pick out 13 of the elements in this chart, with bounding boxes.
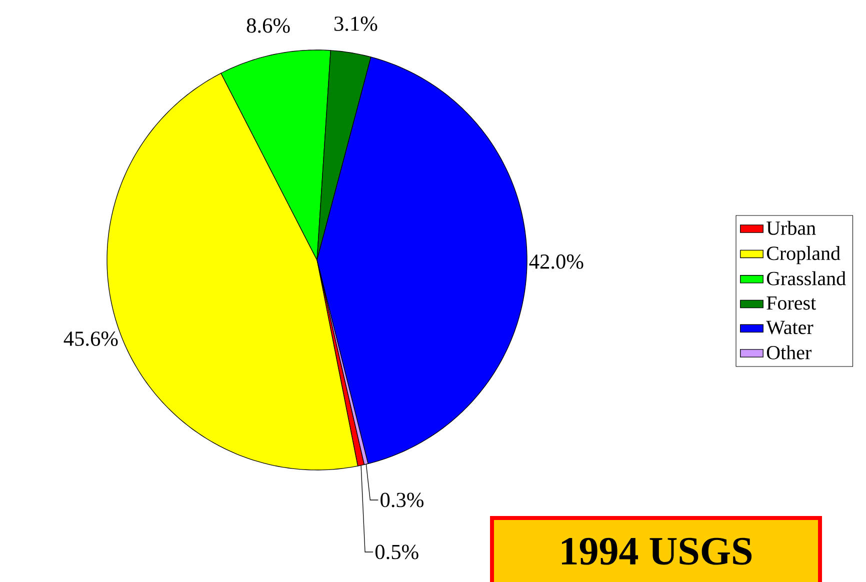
legend-label: Other: [766, 345, 812, 360]
legend-label: Cropland: [766, 246, 840, 264]
data-label: 3.1%: [334, 16, 378, 31]
data-label: 8.6%: [246, 18, 290, 33]
data-label: 0.3%: [380, 492, 424, 508]
text: 1994 USGS: [562, 538, 752, 565]
data-label: 42.0%: [529, 254, 584, 269]
data-label: 45.6%: [64, 332, 118, 346]
legend-label: Forest: [766, 296, 816, 310]
legend-label: Urban: [766, 220, 816, 235]
legend-label: Water: [766, 320, 814, 334]
legend-label: Grassland: [766, 271, 846, 286]
data-label: 0.5%: [375, 544, 418, 560]
